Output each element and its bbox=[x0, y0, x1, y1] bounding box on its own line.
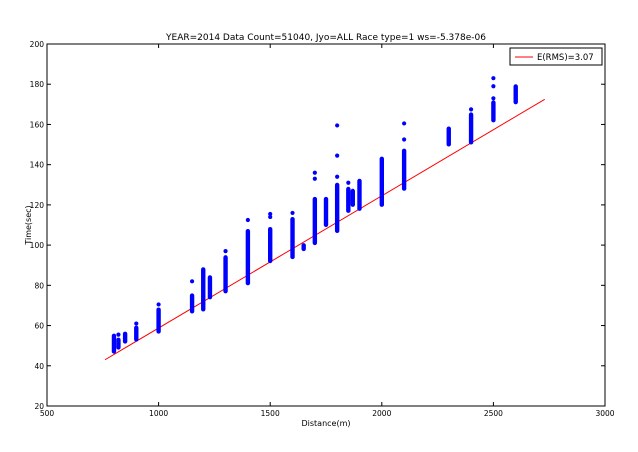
scatter-point bbox=[156, 302, 161, 307]
x-tick-label: 1500 bbox=[261, 409, 280, 418]
x-tick-label: 1000 bbox=[149, 409, 168, 418]
scatter-cluster bbox=[350, 188, 355, 207]
y-axis-label: Time(sec) bbox=[24, 205, 33, 245]
scatter-point bbox=[290, 210, 295, 216]
scatter-cluster bbox=[290, 216, 295, 260]
y-tick-label: 160 bbox=[30, 120, 45, 129]
scatter-point bbox=[245, 217, 250, 223]
scatter-cluster bbox=[323, 196, 329, 227]
scatter-cluster bbox=[446, 126, 451, 147]
y-tick-label: 40 bbox=[34, 362, 44, 371]
scatter-cluster bbox=[122, 331, 128, 344]
scatter-cluster bbox=[189, 293, 195, 314]
scatter-point bbox=[335, 153, 340, 158]
scatter-point bbox=[134, 321, 139, 326]
y-tick-label: 200 bbox=[30, 40, 45, 49]
x-tick-label: 3000 bbox=[595, 409, 614, 418]
y-tick-label: 20 bbox=[34, 402, 44, 411]
y-tick-label: 60 bbox=[34, 322, 44, 331]
y-tick-label: 120 bbox=[30, 201, 45, 210]
scatter-point bbox=[491, 84, 496, 89]
scatter-point bbox=[468, 107, 474, 112]
scatter-cluster bbox=[468, 112, 474, 145]
scatter-point bbox=[312, 170, 317, 175]
scatter-point bbox=[491, 76, 496, 81]
scatter-cluster bbox=[156, 307, 161, 334]
x-tick-label: 500 bbox=[40, 409, 55, 418]
scatter-cluster bbox=[346, 186, 351, 213]
scatter-point bbox=[335, 174, 340, 179]
legend-label: E(RMS)=3.07 bbox=[537, 53, 594, 63]
x-tick-label: 2500 bbox=[484, 409, 503, 418]
scatter-point bbox=[189, 279, 195, 284]
x-tick-label: 2000 bbox=[372, 409, 391, 418]
chart-title: YEAR=2014 Data Count=51040, Jyo=ALL Race… bbox=[165, 33, 486, 43]
scatter-cluster bbox=[268, 227, 273, 264]
scatter-point bbox=[116, 332, 121, 337]
scatter-cluster bbox=[301, 243, 306, 252]
scatter-point bbox=[335, 123, 340, 128]
legend-box bbox=[509, 47, 603, 66]
plot-frame bbox=[46, 43, 606, 407]
legend: E(RMS)=3.07 bbox=[509, 47, 603, 66]
tick-layer: 500 1000 1500 2000 2500 3000 20 40 60 80 100 120 140… bbox=[30, 40, 615, 418]
y-tick-label: 180 bbox=[30, 80, 45, 89]
scatter-cluster bbox=[116, 337, 121, 350]
scatter-cluster bbox=[111, 333, 117, 354]
y-tick-label: 140 bbox=[30, 161, 45, 170]
scatter-layer bbox=[111, 76, 518, 354]
scatter-cluster bbox=[207, 275, 213, 300]
scatter-point bbox=[268, 214, 273, 220]
scatter-cluster bbox=[513, 84, 518, 105]
scatter-cluster bbox=[223, 255, 228, 294]
scatter-cluster bbox=[134, 325, 139, 342]
scatter-cluster bbox=[379, 156, 384, 207]
scatter-cluster bbox=[201, 267, 206, 312]
scatter-cluster bbox=[312, 196, 318, 246]
scatter-cluster bbox=[491, 100, 496, 123]
scatter-point bbox=[346, 180, 351, 185]
y-tick-label: 100 bbox=[30, 241, 45, 250]
y-tick-label: 80 bbox=[34, 281, 44, 290]
scatter-point bbox=[402, 137, 407, 142]
scatter-cluster bbox=[334, 182, 340, 234]
scatter-point bbox=[312, 176, 317, 181]
scatter-cluster bbox=[357, 178, 362, 211]
scatter-point bbox=[402, 121, 407, 126]
scatter-point bbox=[223, 249, 228, 254]
scatter-cluster bbox=[245, 229, 251, 286]
scatter-point bbox=[491, 96, 496, 101]
x-axis-label: Distance(m) bbox=[301, 419, 350, 428]
scatter-point bbox=[268, 211, 273, 217]
scatter-cluster bbox=[401, 148, 407, 191]
